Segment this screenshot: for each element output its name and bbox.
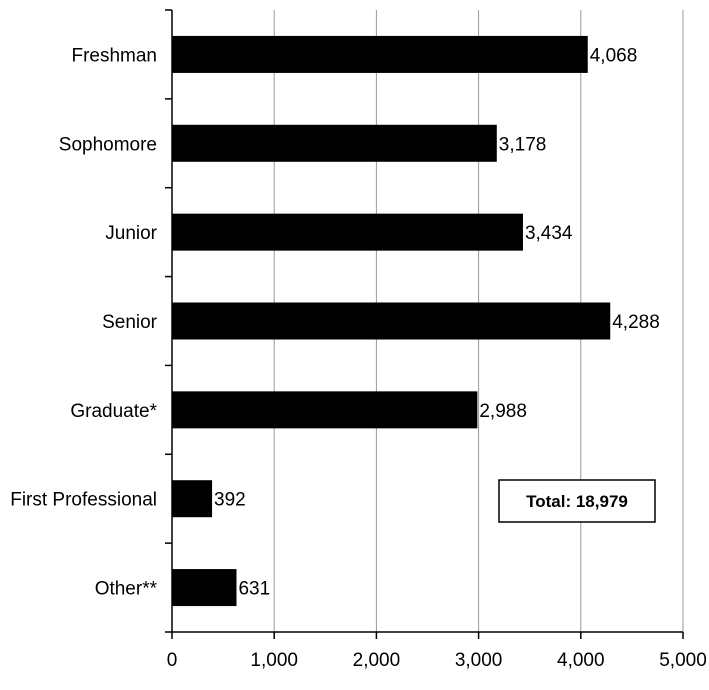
x-tick-label: 3,000	[455, 650, 503, 671]
bar	[172, 391, 478, 429]
total-box	[498, 479, 656, 523]
bar	[172, 569, 237, 607]
total-annotation: Total: 18,979	[498, 479, 656, 523]
bar	[172, 35, 588, 73]
x-tick-label: 2,000	[353, 650, 401, 671]
category-label: Sophomore	[59, 134, 157, 155]
value-labels: 4,068 3,178 3,434 4,288 2,988 392 631	[214, 45, 660, 599]
bar	[172, 213, 523, 251]
x-tick-label: 4,000	[557, 650, 605, 671]
axes	[165, 9, 684, 639]
value-label: 4,288	[612, 312, 660, 333]
x-tick-labels: 0 1,000 2,000 3,000 4,000 5,000	[167, 650, 707, 671]
category-labels: Freshman Sophomore Junior Senior Graduate* Fi…	[10, 45, 157, 599]
value-label: 631	[238, 579, 270, 600]
category-label: Senior	[102, 312, 158, 333]
x-tick-label: 0	[167, 650, 178, 671]
value-label: 2,988	[479, 401, 527, 422]
bar	[172, 124, 497, 162]
category-label: Junior	[105, 223, 157, 244]
category-label: First Professional	[10, 490, 157, 511]
category-label: Other**	[95, 579, 158, 600]
bars	[172, 35, 611, 607]
x-tick-label: 5,000	[659, 650, 707, 671]
bar	[172, 480, 213, 518]
category-label: Freshman	[71, 45, 157, 66]
value-label: 4,068	[590, 45, 638, 66]
value-label: 392	[214, 490, 246, 511]
bar	[172, 302, 611, 340]
value-label: 3,178	[499, 134, 547, 155]
category-label: Graduate*	[70, 401, 157, 422]
x-tick-label: 1,000	[250, 650, 298, 671]
total-label: Total: 18,979	[526, 492, 628, 511]
value-label: 3,434	[525, 223, 573, 244]
